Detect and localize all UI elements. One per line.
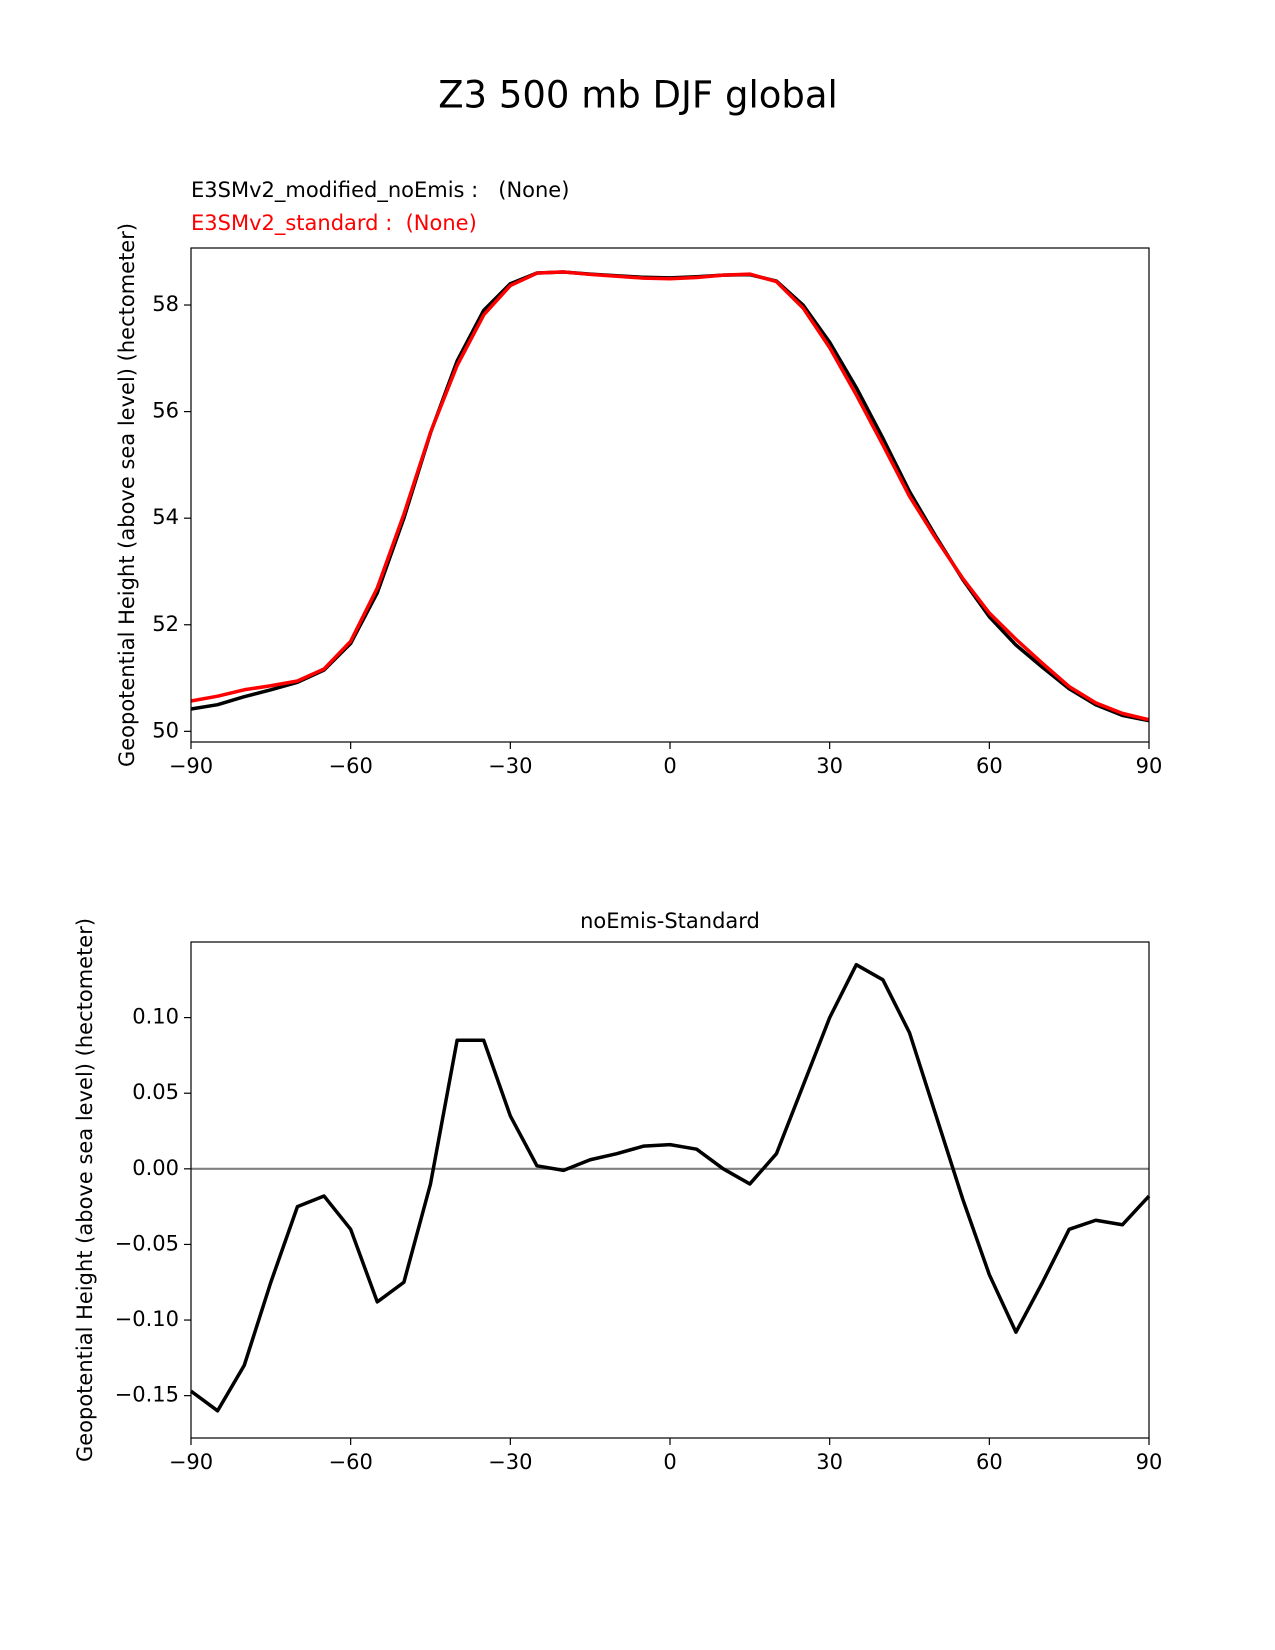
x-tick-label: 0 — [663, 754, 676, 778]
y-tick-label: 50 — [152, 718, 179, 742]
y-tick-label: 0.10 — [132, 1005, 179, 1029]
y-tick-label: 56 — [152, 399, 179, 423]
x-tick-label: 30 — [816, 754, 843, 778]
y-tick-label: −0.10 — [115, 1307, 179, 1331]
x-tick-label: 30 — [816, 1450, 843, 1474]
x-tick-label: 90 — [1136, 1450, 1163, 1474]
x-tick-label: 60 — [976, 754, 1003, 778]
x-tick-label: −30 — [488, 754, 532, 778]
y-tick-label: 58 — [152, 292, 179, 316]
legend-entry: E3SMv2_standard : (None) — [191, 211, 477, 236]
y-axis-label: Geopotential Height (above sea level) (h… — [73, 918, 97, 1462]
x-tick-label: 0 — [663, 1450, 676, 1474]
x-tick-label: −90 — [169, 1450, 213, 1474]
series-line — [190, 270, 1150, 723]
plot-frame — [190, 941, 1150, 1439]
y-tick-label: −0.15 — [115, 1383, 179, 1407]
y-tick-label: 0.05 — [132, 1080, 179, 1104]
x-tick-label: −60 — [329, 754, 373, 778]
y-tick-label: 54 — [152, 505, 179, 529]
series-line — [190, 270, 1150, 722]
y-tick-label: −0.05 — [115, 1231, 179, 1255]
y-tick-label: 52 — [152, 612, 179, 636]
x-tick-label: −30 — [488, 1450, 532, 1474]
y-axis-label: Geopotential Height (above sea level) (h… — [115, 223, 139, 767]
series-line — [189, 962, 1151, 1413]
plot-frame — [190, 247, 1150, 743]
x-tick-label: −60 — [329, 1450, 373, 1474]
x-tick-label: 90 — [1136, 754, 1163, 778]
x-tick-label: −90 — [169, 754, 213, 778]
y-tick-label: 0.00 — [132, 1156, 179, 1180]
chart-title: noEmis-Standard — [580, 909, 760, 933]
x-tick-label: 60 — [976, 1450, 1003, 1474]
legend-entry: E3SMv2_modified_noEmis : (None) — [191, 178, 569, 203]
figure-title: Z3 500 mb DJF global — [438, 74, 838, 117]
